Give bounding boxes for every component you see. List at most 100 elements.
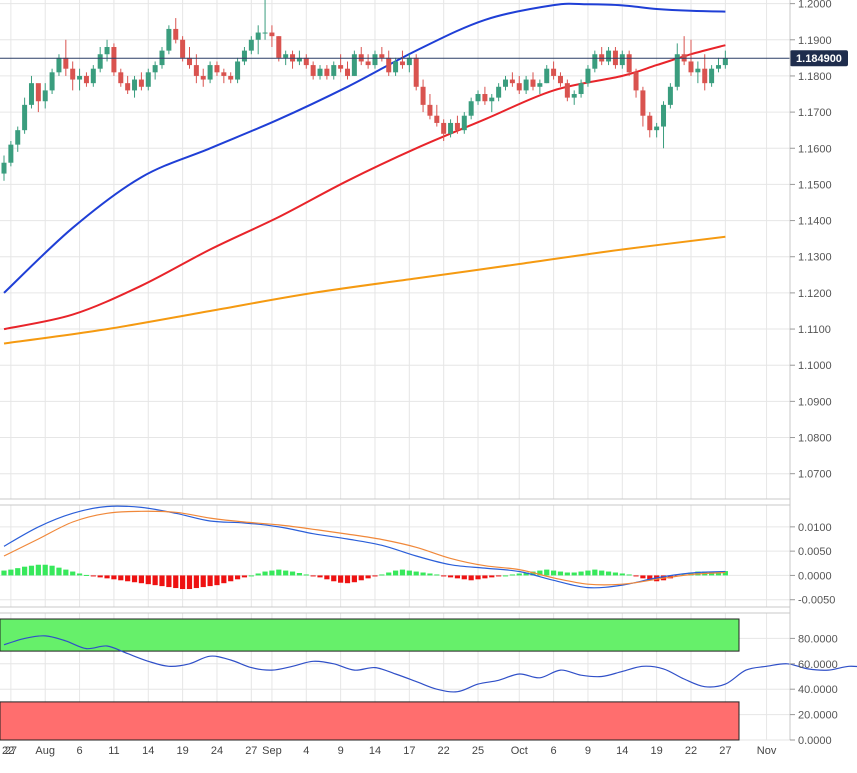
macd-histogram-bar	[379, 574, 385, 576]
candle-body-up	[56, 57, 62, 73]
candle	[180, 36, 186, 62]
candle-body-up	[317, 68, 323, 76]
macd-histogram-bar	[283, 570, 289, 576]
x-tick-label: 6	[77, 745, 83, 757]
candle-body-down	[83, 75, 89, 84]
candle-body-up	[1, 162, 7, 174]
candle	[351, 50, 357, 76]
macd-histogram-bar	[489, 575, 495, 578]
candle	[303, 54, 309, 69]
candle-body-up	[372, 54, 378, 66]
candle	[90, 65, 96, 87]
indicator-lines	[3, 505, 857, 693]
macd-histogram-bar	[454, 575, 461, 579]
macd-histogram-bar	[269, 570, 275, 576]
candle-body-up	[654, 126, 660, 131]
candle-body-up	[585, 68, 591, 84]
signal-line	[3, 510, 726, 586]
x-tick-label: 27	[245, 745, 257, 757]
x-tick-label: 9	[338, 745, 344, 757]
x-tick-label: 19	[176, 745, 188, 757]
macd-histogram-bar	[557, 571, 564, 576]
candle-body-down	[633, 72, 639, 91]
candle-body-up	[207, 65, 213, 80]
candle-body-up	[544, 68, 550, 84]
candle	[15, 126, 21, 152]
macd-histogram-bar	[461, 575, 467, 580]
candle	[482, 86, 488, 105]
candle	[269, 25, 275, 48]
price-y-tick-label: 1.1600	[798, 143, 832, 155]
macd-histogram-bar	[358, 575, 364, 581]
candle	[83, 72, 89, 87]
candle-body-up	[8, 144, 14, 163]
current-price-value: 1.184900	[796, 53, 842, 65]
x-tick-label: 22	[2, 745, 14, 757]
macd-histogram-bar	[612, 572, 619, 576]
macd-histogram-bar	[207, 575, 213, 587]
macd-histogram-bar	[441, 575, 447, 577]
macd-histogram-bar	[159, 575, 165, 587]
macd-histogram-bar	[90, 575, 96, 577]
macd-histogram-bar	[83, 574, 90, 576]
candle	[640, 86, 646, 127]
candle-body-up	[235, 61, 241, 80]
candle-body-down	[434, 115, 440, 123]
macd-histogram-bar	[482, 575, 488, 579]
macd-histogram-bar	[626, 574, 632, 576]
price-y-tick-label: 1.0800	[798, 433, 832, 445]
candle	[173, 18, 179, 44]
macd-histogram-bar	[496, 575, 502, 577]
candle	[468, 97, 474, 120]
candle-body-up	[255, 32, 261, 40]
candle	[214, 61, 220, 76]
candle-body-down	[626, 54, 632, 73]
macd-histogram-bar	[15, 568, 21, 576]
macd-y-tick-label: -0.0050	[798, 595, 835, 607]
candle	[221, 68, 227, 84]
rsi-oversold-zone	[0, 701, 740, 741]
macd-histogram-bar	[42, 564, 48, 576]
candle-body-down	[551, 68, 557, 76]
candle-body-up	[241, 50, 247, 62]
candle	[509, 72, 515, 87]
candle	[166, 25, 172, 55]
macd-histogram-bar	[434, 574, 440, 576]
candle	[200, 68, 206, 87]
rsi-y-tick-label: 20.0000	[798, 710, 838, 722]
macd-histogram-bar	[551, 570, 557, 576]
candle	[372, 50, 378, 69]
macd-histogram-bar	[585, 570, 591, 576]
rsi-y-tick-label: 0.0000	[798, 735, 832, 747]
candle-body-up	[248, 39, 254, 51]
candle-body-down	[345, 68, 350, 76]
candle	[138, 72, 144, 91]
candle-body-down	[530, 79, 536, 87]
macd-histogram-bar	[214, 575, 220, 586]
macd-histogram-bar	[248, 575, 254, 577]
macd-histogram-bar	[193, 575, 199, 589]
candle-body-up	[90, 68, 96, 84]
candle-body-up	[571, 94, 577, 98]
candle	[413, 54, 419, 91]
candle-body-up	[262, 32, 268, 34]
candle-body-up	[667, 86, 673, 105]
candle-body-up	[715, 65, 721, 69]
macd-histogram-bar	[722, 571, 728, 576]
macd-histogram-bar	[76, 573, 83, 576]
moving-average-orange	[3, 235, 726, 345]
candle	[406, 54, 412, 73]
macd-histogram-bar	[56, 567, 62, 576]
candle-body-down	[63, 57, 69, 69]
candle-body-down	[138, 79, 144, 87]
candle-body-down	[118, 72, 124, 84]
candle	[585, 65, 591, 87]
candle	[647, 112, 653, 138]
candle-body-up	[296, 57, 302, 62]
macd-histogram-bar	[324, 575, 330, 580]
macd-histogram-bar	[234, 575, 241, 580]
rsi-y-tick-label: 80.0000	[798, 633, 838, 645]
candle-body-down	[702, 68, 708, 84]
